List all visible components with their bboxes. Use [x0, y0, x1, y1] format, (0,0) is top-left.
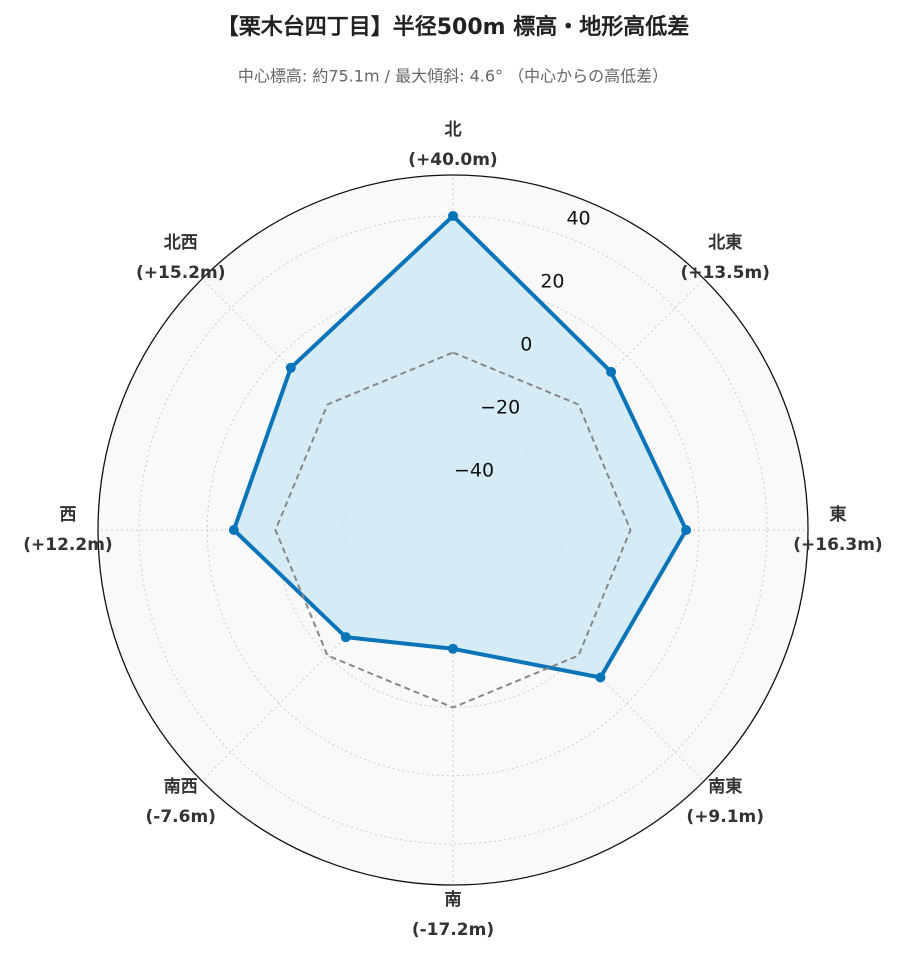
data-point	[606, 366, 617, 377]
value-label: (-7.6m)	[146, 807, 216, 827]
category-label: 北東	[708, 232, 742, 253]
category-label: 南	[445, 889, 462, 910]
chart-title: 【栗木台四丁目】半径500m 標高・地形高低差	[217, 14, 690, 40]
data-point	[595, 672, 606, 683]
r-tick-label: 20	[540, 271, 564, 293]
r-tick-label: −40	[454, 460, 494, 482]
value-label: (+16.3m)	[793, 535, 882, 555]
data-point	[340, 632, 351, 643]
grid-spoke	[452, 529, 705, 782]
r-tick-label: −20	[480, 397, 520, 419]
data-point	[228, 525, 239, 535]
grid-ring	[138, 215, 768, 845]
category-label: 南東	[708, 776, 742, 797]
value-label: (+9.1m)	[686, 807, 764, 827]
data-point	[285, 362, 296, 373]
category-label: 東	[830, 504, 847, 525]
category-label: 北	[445, 120, 462, 140]
value-label: (-17.2m)	[412, 920, 494, 940]
value-label: (+13.5m)	[681, 263, 770, 283]
r-tick-label: 40	[566, 207, 590, 229]
data-point	[448, 643, 458, 654]
value-label: (+12.2m)	[23, 535, 112, 555]
value-label: (+15.2m)	[136, 263, 225, 283]
r-tick-label: 0	[520, 334, 532, 356]
data-point	[681, 525, 692, 535]
grid-spoke	[201, 278, 454, 531]
grid-spoke	[452, 278, 705, 531]
reference-line	[274, 351, 632, 709]
data-point	[448, 210, 458, 221]
chart-subtitle: 中心標高: 約75.1m / 最大傾斜: 4.6° （中心からの高低差）	[238, 67, 668, 86]
category-label: 北西	[164, 233, 198, 253]
category-label: 西	[60, 505, 77, 525]
plot-outline	[97, 174, 809, 886]
category-label: 南西	[164, 776, 198, 797]
value-label: (+40.0m)	[408, 150, 497, 170]
grid-spoke	[201, 529, 454, 782]
